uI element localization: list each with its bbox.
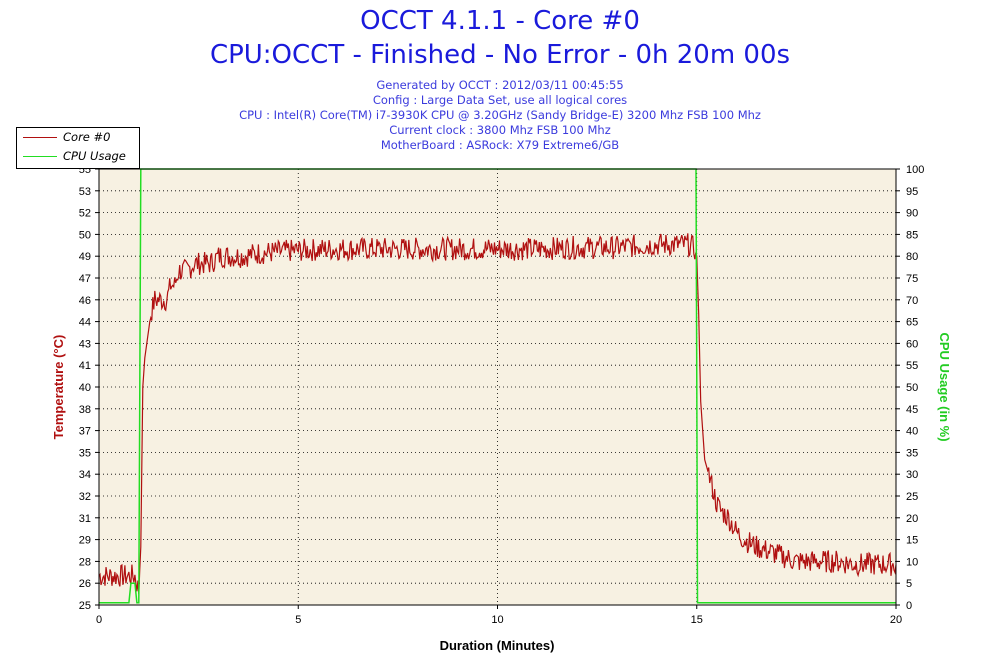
y-right-tick-label: 90 <box>906 208 918 220</box>
y-right-tick-label: 100 <box>906 164 924 176</box>
info-generated: Generated by OCCT : 2012/03/11 00:45:55 <box>376 78 624 92</box>
y-left-tick-label: 32 <box>79 491 91 503</box>
y-right-tick-label: 85 <box>906 229 918 241</box>
y-left-tick-label: 49 <box>79 251 91 263</box>
y-right-tick-label: 50 <box>906 382 918 394</box>
y-left-tick-label: 52 <box>79 208 91 220</box>
y-left-tick-label: 40 <box>79 382 91 394</box>
x-tick-label: 0 <box>96 614 102 626</box>
y-left-tick-label: 26 <box>79 578 91 590</box>
legend-item-core-0: Core #0 <box>17 129 139 147</box>
y-left-tick-label: 41 <box>79 360 91 372</box>
y-axis-label-left: Temperature (°C) <box>51 335 66 440</box>
info-motherboard: MotherBoard : ASRock: X79 Extreme6/GB <box>380 138 620 152</box>
y-axis-label-right: CPU Usage (in %) <box>937 332 952 441</box>
y-right-tick-label: 0 <box>906 600 912 612</box>
plot-frame <box>98 168 897 606</box>
y-left-tick-label: 28 <box>79 556 91 568</box>
x-tick-label: 5 <box>295 614 301 626</box>
x-tick-label: 15 <box>691 614 703 626</box>
legend-swatch-core-0 <box>23 137 57 138</box>
y-left-tick-label: 34 <box>79 469 91 481</box>
y-left-tick-label: 53 <box>79 186 91 198</box>
y-left-tick-label: 50 <box>79 229 91 241</box>
y-right-tick-label: 45 <box>906 404 918 416</box>
y-right-tick-label: 25 <box>906 491 918 503</box>
y-left-tick-label: 44 <box>79 317 91 329</box>
y-right-tick-label: 60 <box>906 338 918 350</box>
y-right-tick-label: 65 <box>906 317 918 329</box>
info-config: Config : Large Data Set, use all logical… <box>372 93 628 107</box>
x-tick-label: 20 <box>890 614 902 626</box>
legend-label-cpu-usage: CPU Usage <box>63 149 126 163</box>
y-right-tick-label: 20 <box>906 513 918 525</box>
chart-legend: Core #0 CPU Usage <box>16 127 140 169</box>
y-left-tick-label: 46 <box>79 295 91 307</box>
y-right-tick-label: 15 <box>906 535 918 547</box>
grid-lines <box>99 169 896 605</box>
y-left-tick-label: 37 <box>79 426 91 438</box>
y-right-tick-label: 5 <box>906 578 912 590</box>
y-right-tick-label: 95 <box>906 186 918 198</box>
x-tick-label: 10 <box>491 614 503 626</box>
y-right-tick-label: 30 <box>906 469 918 481</box>
y-right-tick-label: 75 <box>906 273 918 285</box>
legend-label-core-0: Core #0 <box>63 130 111 144</box>
y-right-tick-label: 80 <box>906 251 918 263</box>
x-axis-label: Duration (Minutes) <box>440 638 555 653</box>
legend-item-cpu-usage: CPU Usage <box>17 148 139 166</box>
chart-subtitle: CPU:OCCT - Finished - No Error - 0h 20m … <box>209 40 791 70</box>
y-left-tick-label: 31 <box>79 513 91 525</box>
legend-swatch-cpu-usage <box>23 156 57 157</box>
y-left-tick-label: 38 <box>79 404 91 416</box>
plot-background <box>99 169 896 605</box>
info-cpu: CPU : Intel(R) Core(TM) i7-3930K CPU @ 3… <box>239 108 761 122</box>
y-left-tick-label: 29 <box>79 535 91 547</box>
y-right-tick-label: 55 <box>906 360 918 372</box>
y-left-tick-label: 43 <box>79 338 91 350</box>
y-right-tick-label: 35 <box>906 447 918 459</box>
axis-ticks <box>95 168 900 609</box>
y-left-tick-label: 25 <box>79 600 91 612</box>
y-right-tick-label: 70 <box>906 295 918 307</box>
chart-title: OCCT 4.1.1 - Core #0 <box>360 6 640 36</box>
info-clock: Current clock : 3800 Mhz FSB 100 Mhz <box>389 123 611 137</box>
y-right-tick-label: 10 <box>906 556 918 568</box>
y-left-tick-label: 47 <box>79 273 91 285</box>
y-left-tick-label: 35 <box>79 447 91 459</box>
series-line-core-0 <box>98 233 897 594</box>
axis-tick-labels: 0 5 10 15 20 25 26 28 29 31 32 34 35 37 38 40 41 43 44 46 47… <box>79 164 925 626</box>
y-right-tick-label: 40 <box>906 426 918 438</box>
